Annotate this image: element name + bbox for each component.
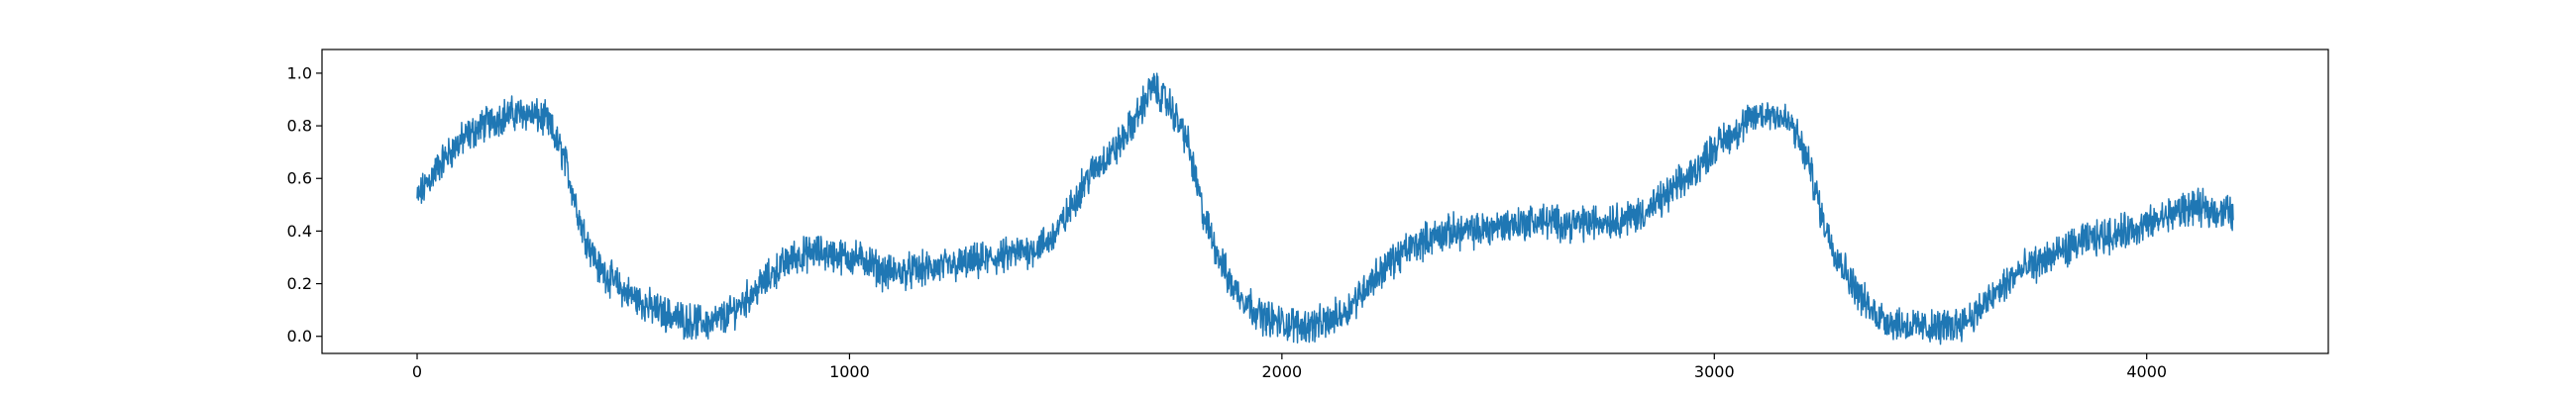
y-tick-label: 0.4	[287, 222, 312, 241]
x-tick-label: 1000	[829, 362, 870, 381]
x-tick-label: 2000	[1261, 362, 1302, 381]
x-tick-label: 3000	[1694, 362, 1735, 381]
y-tick-label: 0.0	[287, 327, 312, 346]
y-tick-label: 0.6	[287, 169, 312, 188]
y-tick-label: 0.2	[287, 274, 312, 293]
series-line	[416, 72, 2234, 346]
plot-frame	[321, 49, 2329, 354]
y-tick-label: 0.8	[287, 117, 312, 136]
y-tick-label: 1.0	[287, 63, 312, 82]
x-tick-label: 0	[412, 362, 422, 381]
x-tick-label: 4000	[2126, 362, 2167, 381]
